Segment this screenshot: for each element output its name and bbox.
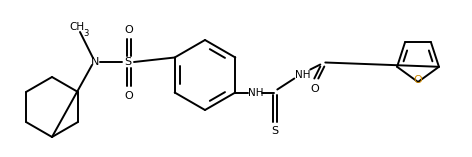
Text: CH: CH (69, 22, 84, 32)
Text: NH: NH (295, 70, 310, 79)
Text: S: S (272, 125, 279, 135)
Text: O: O (310, 84, 319, 95)
Text: NH: NH (247, 87, 263, 97)
Text: O: O (413, 75, 422, 85)
Text: 3: 3 (84, 29, 89, 38)
Text: S: S (125, 57, 132, 67)
Text: O: O (125, 91, 134, 101)
Text: O: O (125, 25, 134, 35)
Text: N: N (91, 57, 99, 67)
